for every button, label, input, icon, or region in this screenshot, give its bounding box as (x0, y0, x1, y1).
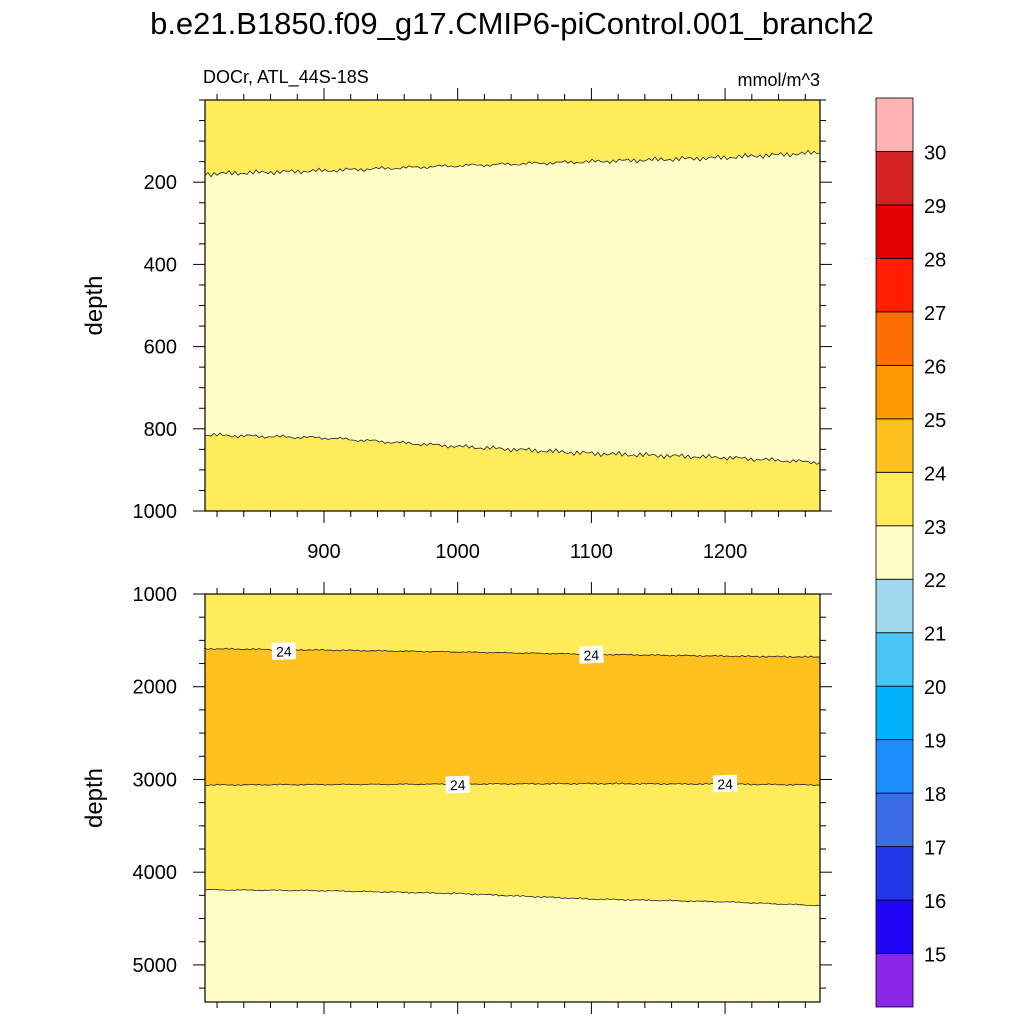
colorbar-tick-label: 29 (924, 196, 946, 218)
colorbar-tick-label: 21 (924, 624, 946, 646)
colorbar-swatch (875, 364, 914, 420)
colorbar-tick-label: 17 (924, 838, 946, 860)
colorbar-swatch (875, 792, 914, 847)
colorbar-tick-label: 20 (924, 677, 946, 699)
colorbar: 15 16 17 18 19 20 21 22 23 24 25 26 27 28 29 30 (875, 97, 946, 1008)
colorbar-swatch (875, 578, 914, 634)
y-tick-label: 2000 (133, 677, 178, 699)
colorbar-tick-label: 15 (924, 945, 946, 967)
contour-label: 24 (717, 776, 733, 793)
fill-band (205, 433, 820, 511)
y-axis-label: depth (81, 275, 108, 335)
x-tick-label: 1000 (435, 541, 480, 563)
colorbar-tick-label: 26 (924, 356, 946, 378)
contour-label: 24 (583, 647, 599, 664)
fill-band (205, 648, 820, 786)
x-tick-label: 900 (307, 541, 340, 563)
colorbar-swatch (875, 685, 914, 741)
panel-2: 24 24 24 24 1000 2000 3000 4000 5000 depth (81, 582, 832, 1014)
colorbar-tick-label: 16 (924, 891, 946, 913)
page-title: b.e21.B1850.f09_g17.CMIP6-piControl.001_… (150, 6, 874, 41)
y-tick-label: 1000 (133, 501, 178, 523)
variable-label: DOCr, ATL_44S-18S (203, 67, 369, 88)
colorbar-swatch (875, 739, 914, 794)
colorbar-tick-label: 27 (924, 303, 946, 325)
fill-band (205, 150, 820, 465)
panel-1: 900 1000 1100 1200 200 400 600 800 1000 depth DOCr… (81, 67, 832, 563)
y-tick-label: 5000 (133, 955, 178, 977)
colorbar-swatch (875, 204, 914, 259)
y-axis-label: depth (81, 768, 108, 828)
contour-line (204, 888, 821, 907)
colorbar-tick-label: 28 (924, 249, 946, 271)
colorbar-swatch (875, 151, 914, 206)
colorbar-swatch (875, 525, 914, 580)
colorbar-swatch (875, 258, 914, 313)
contour-label-box (271, 642, 297, 660)
y-tick-label: 3000 (133, 769, 178, 791)
colorbar-tick-label: 24 (924, 463, 946, 485)
contour-label: 24 (450, 777, 466, 794)
colorbar-swatch (875, 846, 914, 901)
plot-frame (204, 593, 821, 1003)
x-tick-label: 1200 (703, 541, 748, 563)
units-label: mmol/m^3 (738, 70, 820, 90)
contour-line (204, 149, 821, 178)
fill-band (205, 100, 820, 177)
fill-band (205, 782, 820, 906)
colorbar-swatch (875, 899, 914, 954)
colorbar-tick-label: 22 (924, 570, 946, 592)
y-tick-label: 1000 (133, 584, 178, 606)
colorbar-swatch (875, 471, 914, 527)
colorbar-tick-label: 18 (924, 784, 946, 806)
y-tick-label: 4000 (133, 862, 178, 884)
x-tick-label: 1100 (570, 541, 613, 563)
colorbar-tick-label: 23 (924, 517, 946, 539)
colorbar-swatch (875, 418, 914, 473)
contour-line (204, 432, 821, 465)
y-tick-label: 200 (144, 172, 177, 194)
fill-band (205, 889, 820, 1002)
colorbar-swatch (875, 632, 914, 687)
contour-line (204, 647, 821, 658)
y-tick-label: 600 (144, 337, 177, 359)
colorbar-swatch (875, 953, 914, 1008)
colorbar-swatch (875, 311, 914, 366)
colorbar-tick-label: 25 (924, 410, 946, 432)
contour-label-box (579, 645, 604, 664)
contour-label: 24 (276, 643, 292, 660)
contour-label-box (712, 774, 738, 793)
colorbar-tick-label: 30 (924, 142, 946, 164)
y-tick-label: 800 (144, 419, 177, 441)
colorbar-tick-label: 19 (924, 731, 946, 753)
colorbar-swatch (875, 97, 914, 152)
fill-band (205, 594, 820, 658)
y-tick-label: 400 (144, 254, 177, 276)
contour-label-box (445, 775, 470, 794)
